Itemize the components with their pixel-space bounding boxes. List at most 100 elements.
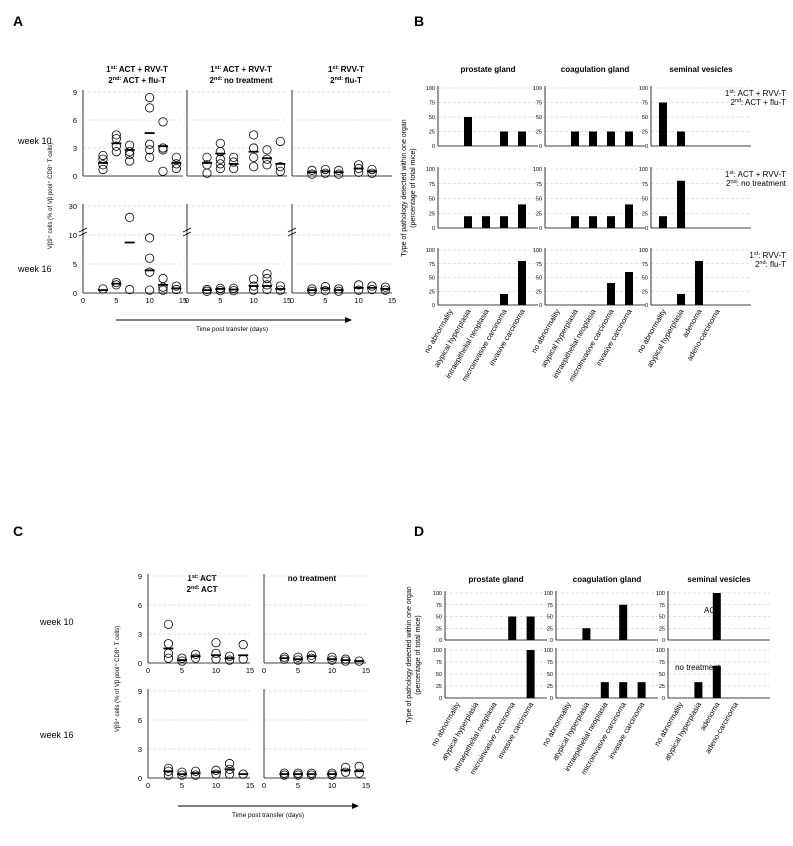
column-title: no treatment bbox=[288, 574, 337, 583]
data-point bbox=[307, 169, 317, 179]
data-point bbox=[262, 269, 272, 279]
y-axis-label: (percentage of total mice) bbox=[410, 148, 417, 227]
data-point bbox=[215, 286, 225, 296]
data-point bbox=[171, 152, 181, 162]
data-point bbox=[367, 168, 377, 178]
data-point bbox=[380, 282, 390, 292]
bar bbox=[518, 261, 526, 305]
y-tick-label: 6 bbox=[73, 116, 77, 125]
bar bbox=[619, 604, 628, 640]
column-title-second: 2nd: ACT + flu-T bbox=[108, 76, 166, 85]
data-point bbox=[158, 166, 168, 176]
data-point bbox=[215, 154, 225, 164]
data-point bbox=[211, 638, 221, 648]
y-tick-label: 50 bbox=[436, 672, 442, 678]
x-tick-label: 0 bbox=[81, 296, 85, 305]
bar bbox=[500, 131, 508, 146]
y-tick-label: 75 bbox=[642, 262, 648, 268]
x-tick-label: 5 bbox=[323, 296, 327, 305]
data-point bbox=[177, 770, 187, 780]
y-tick-label: 10 bbox=[69, 231, 77, 240]
y-tick-label: 0 bbox=[439, 696, 442, 702]
y-tick-label: 9 bbox=[138, 572, 142, 581]
data-point bbox=[320, 164, 330, 175]
data-point bbox=[229, 163, 239, 174]
y-axis-label: Type of pathology detected within one or… bbox=[406, 586, 413, 723]
data-point bbox=[171, 163, 181, 174]
data-point bbox=[111, 280, 121, 290]
y-tick-label: 25 bbox=[547, 626, 553, 632]
data-point bbox=[306, 650, 317, 660]
y-tick-label: 100 bbox=[533, 86, 542, 92]
data-point bbox=[334, 286, 344, 296]
data-point bbox=[98, 160, 108, 170]
data-point bbox=[125, 147, 135, 157]
axis-break-mark bbox=[78, 227, 88, 233]
data-point bbox=[334, 284, 344, 294]
x-tick-label: 10 bbox=[328, 781, 336, 790]
y-tick-label: 75 bbox=[429, 262, 435, 268]
data-point bbox=[163, 763, 173, 773]
data-point bbox=[215, 138, 225, 148]
bar bbox=[464, 216, 472, 228]
data-point bbox=[249, 130, 259, 140]
data-point bbox=[111, 141, 121, 151]
y-tick-label: 3 bbox=[138, 745, 142, 754]
y-tick-label: 0 bbox=[432, 144, 435, 150]
data-point bbox=[275, 281, 285, 291]
y-tick-label: 50 bbox=[536, 115, 542, 121]
y-tick-label: 75 bbox=[536, 182, 542, 188]
organ-title: prostate gland bbox=[468, 575, 523, 584]
column-title-second: 2nd: ACT bbox=[187, 585, 218, 594]
y-tick-label: 100 bbox=[426, 167, 435, 173]
data-point bbox=[275, 285, 285, 295]
y-tick-label: 25 bbox=[659, 626, 665, 632]
y-tick-label: 100 bbox=[639, 167, 648, 173]
data-point bbox=[238, 640, 248, 650]
column-title-first: 1st: ACT bbox=[187, 574, 216, 583]
data-point bbox=[275, 166, 285, 176]
axis-break-mark bbox=[182, 227, 192, 233]
y-axis-label: Vβ9⁺ cells (% of Vβ pool⁺ CD8⁺ T cells) bbox=[47, 143, 54, 249]
data-point bbox=[145, 139, 155, 149]
data-point bbox=[225, 655, 235, 665]
x-tick-label: 5 bbox=[180, 666, 184, 675]
y-tick-label: 0 bbox=[662, 696, 665, 702]
bar bbox=[712, 665, 721, 698]
data-point bbox=[177, 767, 187, 777]
y-tick-label: 25 bbox=[659, 684, 665, 690]
y-tick-label: 75 bbox=[547, 660, 553, 666]
data-point bbox=[191, 770, 201, 780]
y-tick-label: 25 bbox=[547, 684, 553, 690]
x-axis-label: Time post transfer (days) bbox=[232, 812, 304, 819]
bar bbox=[695, 261, 703, 305]
bar bbox=[464, 117, 472, 146]
y-tick-label: 100 bbox=[426, 86, 435, 92]
time-axis-arrowhead bbox=[352, 803, 359, 809]
bar bbox=[677, 131, 685, 146]
row-label-second: 2nd: ACT + flu-T bbox=[730, 98, 786, 107]
data-point bbox=[275, 136, 285, 147]
data-point bbox=[229, 283, 239, 293]
x-tick-label: 5 bbox=[114, 296, 118, 305]
y-tick-label: 0 bbox=[138, 659, 142, 668]
y-axis-label: Type of pathology detected within one or… bbox=[401, 119, 408, 256]
data-point bbox=[293, 655, 303, 665]
data-point bbox=[171, 284, 181, 295]
data-point bbox=[334, 169, 344, 179]
data-point bbox=[158, 285, 168, 295]
bar bbox=[571, 131, 579, 146]
bar bbox=[589, 131, 597, 146]
data-point bbox=[327, 768, 337, 778]
data-point bbox=[145, 285, 155, 295]
data-point bbox=[145, 103, 155, 113]
x-tick-label: 5 bbox=[180, 781, 184, 790]
bar bbox=[712, 593, 721, 640]
y-tick-label: 75 bbox=[659, 603, 665, 609]
data-point bbox=[249, 162, 259, 172]
y-tick-label: 50 bbox=[547, 672, 553, 678]
x-tick-label: 15 bbox=[283, 296, 291, 305]
data-point bbox=[171, 281, 181, 291]
data-point bbox=[229, 157, 239, 167]
bar bbox=[619, 682, 628, 698]
